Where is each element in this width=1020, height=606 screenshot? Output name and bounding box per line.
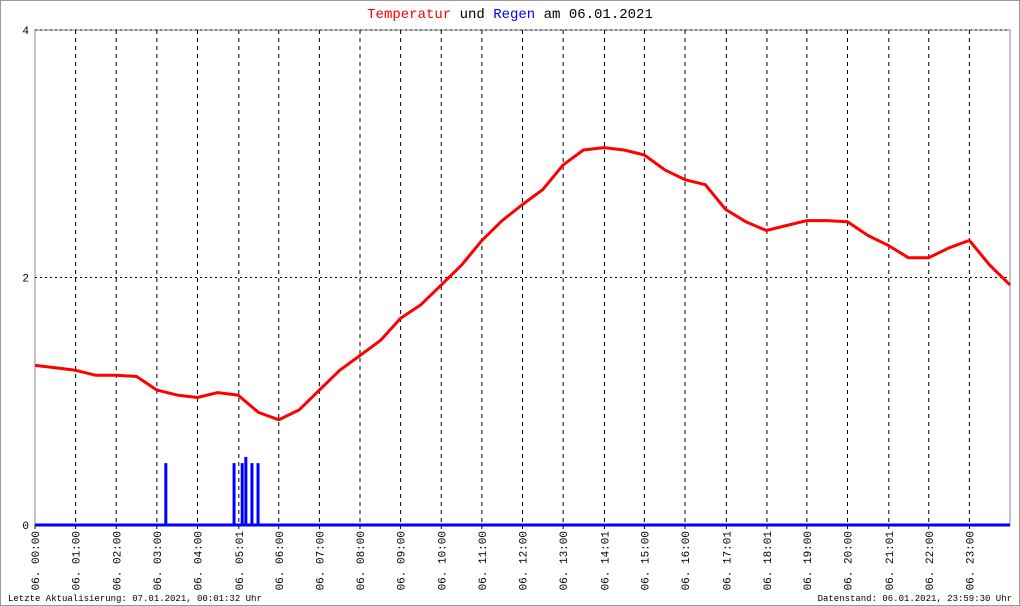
x-tick-label: 06. 01:00	[72, 531, 84, 590]
rain-bar	[232, 463, 236, 525]
y-tick-label: 2	[22, 274, 29, 286]
x-tick-label: 06. 21:01	[885, 531, 897, 591]
x-tick-label: 06. 05:01	[235, 531, 247, 591]
x-tick-label: 06. 23:00	[965, 531, 977, 590]
x-tick-label: 06. 15:00	[640, 531, 652, 590]
temperature-line	[34, 146, 1012, 422]
x-tick-label: 06. 20:00	[844, 531, 856, 590]
title-part: und	[460, 7, 485, 23]
x-tick-label: 06. 17:01	[722, 531, 734, 591]
x-tick-label: 06. 13:00	[559, 531, 571, 590]
x-tick-label: 06. 22:00	[925, 531, 937, 590]
chart-title: Temperatur und Regen am 06.01.2021	[367, 7, 653, 23]
x-tick-label: 06. 08:00	[356, 531, 368, 590]
footer-right: Datenstand: 06.01.2021, 23:59:30 Uhr	[818, 594, 1012, 604]
rain-bar	[256, 463, 260, 525]
rain-bar	[250, 463, 254, 525]
x-tick-label: 06. 00:00	[31, 531, 43, 590]
x-tick-label: 06. 07:00	[315, 531, 327, 590]
rain-bar	[244, 456, 248, 525]
x-tick-label: 06. 19:00	[803, 531, 815, 590]
x-tick-label: 06. 16:00	[681, 531, 693, 590]
y-tick-label: 4	[22, 26, 29, 38]
title-part: am 06.01.2021	[544, 7, 653, 23]
x-tick-label: 06. 18:01	[763, 531, 775, 591]
x-tick-label: 06. 11:00	[478, 531, 490, 590]
x-tick-label: 06. 03:00	[153, 531, 165, 590]
x-tick-label: 06. 12:00	[519, 531, 531, 590]
title-part: Regen	[493, 7, 535, 23]
x-tick-label: 06. 04:00	[194, 531, 206, 590]
x-tick-label: 06. 10:00	[437, 531, 449, 590]
rain-bar	[240, 463, 244, 525]
x-tick-label: 06. 14:01	[600, 531, 612, 591]
title-part: Temperatur	[367, 7, 451, 23]
rain-bar	[164, 463, 168, 525]
y-tick-label: 0	[22, 521, 29, 533]
x-tick-label: 06. 09:00	[397, 531, 409, 590]
x-tick-label: 06. 02:00	[112, 531, 124, 590]
footer-left: Letzte Aktualisierung: 07.01.2021, 00:01…	[8, 594, 262, 604]
x-tick-label: 06. 06:00	[275, 531, 287, 590]
